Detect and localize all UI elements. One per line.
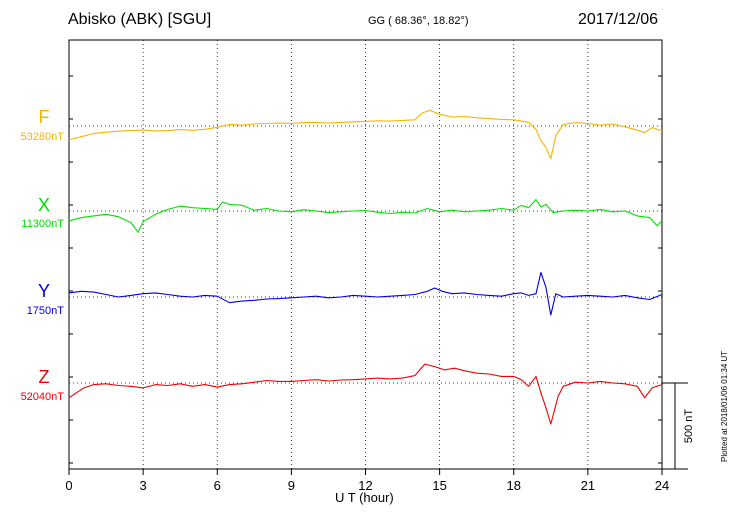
x-tick-label: 15 [432,478,446,493]
series-line-z [68,363,663,425]
x-tick-label: 9 [288,478,295,493]
station-title: Abisko (ABK) [SGU] [68,11,212,28]
series-line-y [68,271,663,316]
chart-date: 2017/12/06 [578,11,659,28]
series-baseline-x: 11300nT [21,218,64,230]
plotted-timestamp: Plotted at 2018/01/06 01:34 UT [720,350,729,462]
series-label-y: Y [37,281,50,301]
series-line-f [68,109,663,160]
series-baseline-z: 52040nT [20,391,64,403]
x-tick-label: 21 [581,478,595,493]
station-coordinates: GG ( 68.36°, 18.82°) [368,15,469,27]
x-tick-label: 3 [140,478,147,493]
x-tick-label: 6 [214,478,221,493]
x-tick-label: 0 [65,478,72,493]
series-baseline-y: 1750nT [26,305,64,317]
x-tick-label: 18 [507,478,521,493]
x-tick-label: 12 [358,478,372,493]
series-line-x [68,198,663,233]
series-label-z: Z [38,367,50,387]
x-tick-label: 24 [655,478,669,493]
series-label-f: F [38,107,50,127]
series-label-x: X [37,195,50,215]
scale-bar-label: 500 nT [683,409,695,444]
series-baseline-f: 53280nT [20,131,64,143]
